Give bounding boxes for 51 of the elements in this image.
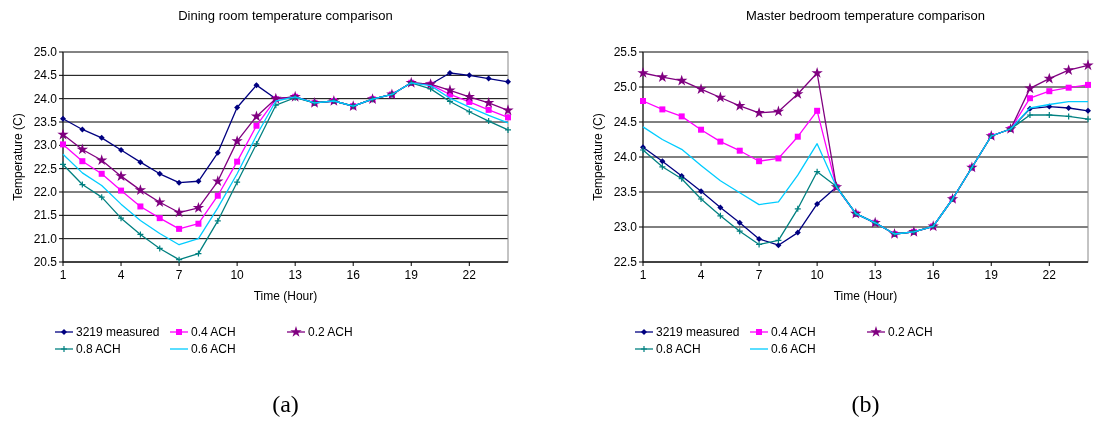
x-tick-label: 13 <box>868 268 883 282</box>
legend-label: 0.6 ACH <box>771 342 816 356</box>
chart-title: Dining room temperature comparison <box>178 8 393 23</box>
x-tick-label: 19 <box>404 268 419 282</box>
x-tick-label: 22 <box>1042 268 1057 282</box>
x-axis-title: Time (Hour) <box>253 289 318 303</box>
y-tick-label: 24.0 <box>613 150 638 164</box>
x-tick-label: 13 <box>288 268 303 282</box>
x-tick-label: 4 <box>117 268 125 282</box>
text: (b) <box>851 391 880 417</box>
y-tick-label: 22.0 <box>33 185 58 199</box>
x-tick-label: 19 <box>984 268 999 282</box>
x-tick-label: 7 <box>755 268 763 282</box>
y-tick-label: 21.5 <box>33 208 58 223</box>
y-tick-label: 24.0 <box>33 91 58 106</box>
y-tick-label: 23.0 <box>33 138 58 153</box>
legend-label: 0.6 ACH <box>191 342 236 356</box>
y-tick-label: 24.5 <box>613 115 638 129</box>
y-tick-label: 20.5 <box>33 255 58 269</box>
legend-label: 0.2 ACH <box>888 325 933 339</box>
y-tick-label: 21.0 <box>33 231 58 246</box>
x-tick-label: 1 <box>59 268 67 282</box>
legend-label: 0.4 ACH <box>191 325 236 339</box>
y-tick-label: 23.0 <box>613 220 638 234</box>
legend-label: 0.2 ACH <box>308 325 353 339</box>
y-axis-title: Temperature (C) <box>591 113 605 201</box>
y-axis-title: Temperature (C) <box>11 113 25 201</box>
y-tick-label: 25.0 <box>613 80 638 94</box>
x-tick-label: 16 <box>346 268 361 282</box>
x-tick-label: 16 <box>926 268 941 282</box>
x-tick-label: 7 <box>175 268 183 282</box>
x-tick-label: 4 <box>697 268 705 282</box>
y-tick-label: 24.5 <box>33 68 58 83</box>
legend-label: 3219 measured <box>76 325 160 339</box>
text: (a) <box>272 391 299 417</box>
x-tick-label: 10 <box>230 268 245 282</box>
legend-label: 0.4 ACH <box>771 325 816 339</box>
y-tick-label: 23.5 <box>33 115 58 129</box>
legend-label: 0.8 ACH <box>76 342 121 356</box>
y-tick-label: 22.5 <box>33 161 58 176</box>
x-tick-label: 10 <box>810 268 825 282</box>
y-tick-label: 22.5 <box>613 255 638 269</box>
y-tick-label: 23.5 <box>613 185 638 199</box>
y-tick-label: 25.5 <box>613 45 638 59</box>
chart-title: Master bedroom temperature comparison <box>745 8 986 23</box>
legend-label: 3219 measured <box>656 325 740 339</box>
y-tick-label: 25.0 <box>33 45 58 59</box>
x-axis-title: Time (Hour) <box>833 289 898 303</box>
x-tick-label: 1 <box>639 268 647 282</box>
legend-label: 0.8 ACH <box>656 342 701 356</box>
x-tick-label: 22 <box>462 268 477 282</box>
